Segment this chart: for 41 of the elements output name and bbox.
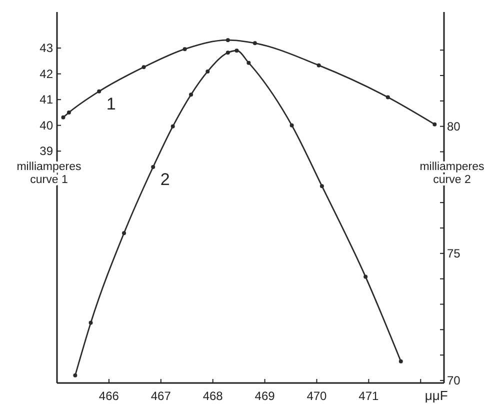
x-tick-label: 469 [254,389,276,403]
x-tick-label: 470 [306,389,328,403]
y2-tick-label: 75 [447,246,461,260]
point [97,89,102,94]
x-tick-label: 471 [358,389,380,403]
point [226,38,230,42]
point [122,231,126,236]
point [364,274,368,279]
point [290,123,294,128]
point [142,65,146,70]
point [252,41,257,46]
point [88,320,93,325]
point [398,359,403,364]
y2-tick-label: 70 [447,373,461,388]
x-tick-label: 466 [98,389,120,403]
y2-tick-label: 80 [447,119,461,134]
x-tick-label: 468 [202,389,224,403]
point [386,95,390,100]
point [226,50,230,55]
y-tick-label: 40 [40,118,54,132]
x-tick-label: 467 [150,389,172,403]
point [246,60,251,65]
y-tick-label: 43 [40,41,54,56]
annotation: 1 [106,94,116,114]
y-tick-label: 41 [40,92,54,107]
point [432,122,437,126]
point [61,115,66,120]
point [66,110,71,114]
point [320,184,324,188]
point [182,47,187,52]
point [234,48,239,53]
point [206,69,210,74]
point [73,373,78,378]
y-tick-label: 39 [40,144,54,158]
point [316,63,321,68]
annotation: 2 [160,170,170,190]
point [170,124,175,128]
y-tick-label: 42 [40,66,54,81]
x-axis-title: μμF [424,388,448,403]
point [189,92,194,97]
point [151,165,156,170]
